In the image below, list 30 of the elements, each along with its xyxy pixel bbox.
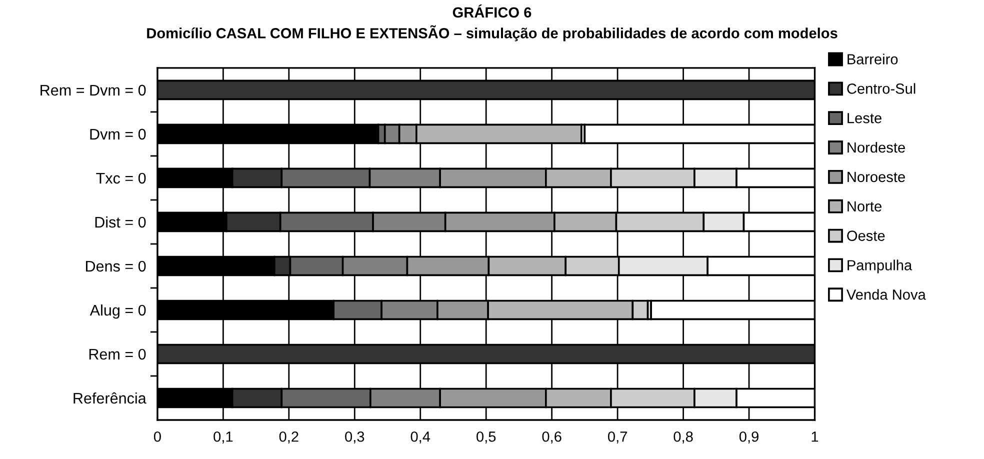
x-tick-label: 0,6	[542, 431, 562, 444]
x-tick-label: 1	[812, 432, 818, 442]
x-tick-label: 0,8	[674, 431, 693, 444]
legend-label: Nordeste	[848, 142, 905, 153]
y-tick-label: Txc = 0	[96, 172, 146, 184]
y-tick-label: Alug = 0	[90, 304, 146, 319]
legend-label: Oeste	[847, 230, 885, 241]
y-tick-label: Rem = 0	[89, 348, 146, 360]
x-tick-label: 0,5	[476, 431, 496, 444]
x-tick-label: 0,7	[608, 431, 627, 444]
x-tick-label: 0,9	[739, 431, 758, 444]
x-tick-label: 0	[154, 431, 161, 442]
chart-title: GRÁFICO 6	[452, 4, 532, 18]
legend-label: Barreiro	[848, 54, 898, 64]
legend-label: Leste	[848, 113, 882, 124]
y-tick-label: Referência	[74, 392, 146, 404]
y-tick-label: Dvm = 0	[90, 128, 146, 140]
y-tick-label: Dist = 0	[95, 216, 146, 228]
legend-label: Pampulha	[848, 260, 912, 274]
legend-label: Venda Nova	[846, 289, 926, 300]
x-tick-label: 0,1	[214, 431, 233, 444]
legend-label: Norte	[848, 201, 882, 212]
legend-label: Noroeste	[848, 172, 905, 182]
x-tick-label: 0,2	[279, 431, 298, 444]
y-tick-label: Dens = 0	[86, 260, 146, 272]
x-tick-label: 0,3	[345, 431, 364, 444]
x-tick-label: 0,4	[410, 431, 430, 444]
chart-subtitle: Domicílio CASAL COM FILHO E EXTENSÃO – simulação de probabilidades de acordo com modelos	[147, 25, 838, 42]
y-tick-label: Rem = Dvm = 0	[40, 84, 146, 96]
legend-label: Centro-Sul	[847, 83, 916, 94]
